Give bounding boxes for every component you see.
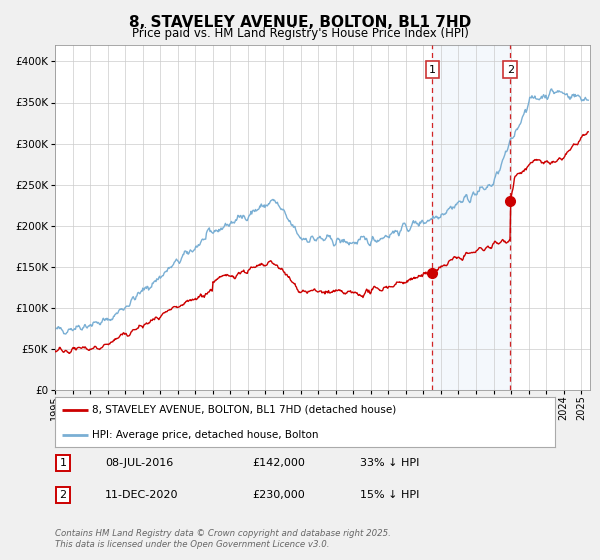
Text: Price paid vs. HM Land Registry's House Price Index (HPI): Price paid vs. HM Land Registry's House … [131,27,469,40]
Text: 8, STAVELEY AVENUE, BOLTON, BL1 7HD: 8, STAVELEY AVENUE, BOLTON, BL1 7HD [129,15,471,30]
Text: 1: 1 [59,458,67,468]
Text: 33% ↓ HPI: 33% ↓ HPI [360,458,419,468]
Text: 1: 1 [429,64,436,74]
Text: HPI: Average price, detached house, Bolton: HPI: Average price, detached house, Bolt… [92,430,319,440]
Text: 11-DEC-2020: 11-DEC-2020 [105,490,179,500]
Text: 2: 2 [59,490,67,500]
Text: 8, STAVELEY AVENUE, BOLTON, BL1 7HD (detached house): 8, STAVELEY AVENUE, BOLTON, BL1 7HD (det… [92,404,397,414]
Text: £142,000: £142,000 [252,458,305,468]
Text: 2: 2 [506,64,514,74]
Text: Contains HM Land Registry data © Crown copyright and database right 2025.
This d: Contains HM Land Registry data © Crown c… [55,529,391,549]
Text: £230,000: £230,000 [252,490,305,500]
Text: 08-JUL-2016: 08-JUL-2016 [105,458,173,468]
Bar [433,45,510,390]
Text: 15% ↓ HPI: 15% ↓ HPI [360,490,419,500]
